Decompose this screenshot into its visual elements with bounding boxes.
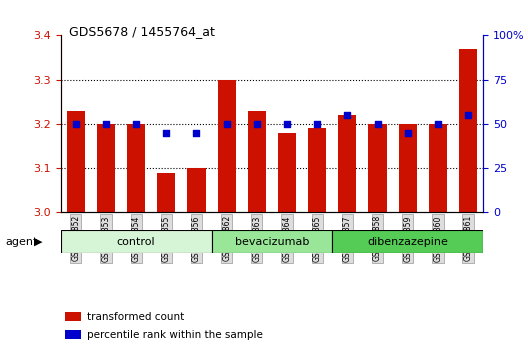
Point [464, 112, 472, 118]
Bar [65, 330, 81, 339]
Bar [248, 111, 266, 212]
Point [72, 121, 80, 127]
Text: transformed count: transformed count [87, 312, 184, 322]
Point [102, 121, 110, 127]
Bar [429, 124, 447, 212]
Point [283, 121, 291, 127]
Bar [308, 129, 326, 212]
Point [433, 121, 442, 127]
Bar [97, 124, 115, 212]
Point [373, 121, 382, 127]
Point [192, 130, 201, 136]
Bar [218, 80, 235, 212]
Point [403, 130, 412, 136]
Bar [338, 115, 356, 212]
Bar [67, 111, 85, 212]
Bar [187, 168, 205, 212]
Text: ▶: ▶ [34, 237, 43, 247]
Bar [127, 124, 145, 212]
Text: GDS5678 / 1455764_at: GDS5678 / 1455764_at [69, 25, 214, 38]
Bar [399, 124, 417, 212]
Point [252, 121, 261, 127]
Bar [369, 124, 386, 212]
Bar [65, 312, 81, 321]
Point [313, 121, 322, 127]
Text: agent: agent [5, 237, 37, 247]
Bar [212, 230, 332, 253]
Text: control: control [117, 236, 155, 247]
Point [132, 121, 140, 127]
Point [343, 112, 352, 118]
Text: percentile rank within the sample: percentile rank within the sample [87, 330, 262, 340]
Bar [459, 48, 477, 212]
Bar [332, 230, 483, 253]
Point [222, 121, 231, 127]
Text: bevacizumab: bevacizumab [235, 236, 309, 247]
Bar [157, 173, 175, 212]
Text: dibenzazepine: dibenzazepine [367, 236, 448, 247]
Bar [278, 133, 296, 212]
Point [162, 130, 171, 136]
Bar [61, 230, 212, 253]
